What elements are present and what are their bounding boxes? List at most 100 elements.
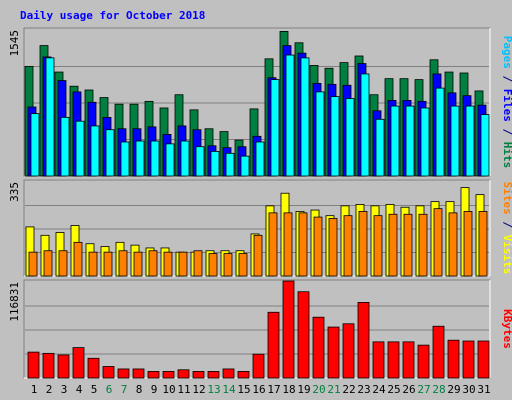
bar-pages-day-3: [60, 117, 70, 177]
x-tick-label: 16: [252, 383, 265, 396]
bar-pages-day-1: [30, 113, 40, 177]
axis-label-part: /: [501, 215, 512, 235]
chart-title: Daily usage for October 2018: [20, 9, 205, 22]
bar-sites-day-16: [253, 234, 263, 277]
bar-pages-day-29: [450, 105, 460, 177]
x-tick-label: 6: [106, 383, 113, 396]
bar-kbytes-day-18: [282, 280, 295, 379]
bar-kbytes-day-12: [192, 371, 205, 379]
chart-panel-2: 335 Sites / Visits: [8, 179, 512, 277]
bar-kbytes-day-3: [57, 354, 70, 379]
bar-kbytes-day-27: [417, 344, 430, 379]
x-tick-label: 14: [222, 383, 236, 396]
x-tick-label: 29: [447, 383, 460, 396]
bar-pages-day-16: [255, 141, 265, 177]
bar-kbytes-day-4: [72, 347, 85, 379]
x-tick-label: 1: [31, 383, 38, 396]
bar-sites-day-4: [73, 241, 83, 277]
axis-label-part: Sites: [501, 182, 512, 215]
x-tick-label: 4: [76, 383, 83, 396]
bar-kbytes-day-19: [297, 291, 310, 379]
bar-kbytes-day-5: [87, 357, 100, 379]
axis-label: KBytes: [501, 309, 512, 349]
bar-kbytes-day-29: [447, 339, 460, 379]
bar-kbytes-day-11: [177, 369, 190, 379]
bar-pages-day-21: [330, 96, 340, 177]
bar-pages-day-2: [45, 57, 55, 177]
x-tick-label: 31: [477, 383, 490, 396]
bar-sites-day-22: [343, 215, 353, 277]
bar-pages-day-25: [390, 105, 400, 177]
bar-sites-day-30: [463, 211, 473, 277]
bar-pages-day-17: [270, 79, 280, 177]
bar-pages-day-10: [165, 143, 175, 177]
x-tick-label: 27: [417, 383, 430, 396]
bar-pages-day-28: [435, 87, 445, 177]
x-tick-label: 2: [46, 383, 53, 396]
x-tick-label: 25: [387, 383, 400, 396]
axis-label-part: /: [501, 69, 512, 89]
axis-label-part: Visits: [501, 235, 512, 275]
bar-sites-day-7: [118, 250, 128, 277]
bar-pages-day-19: [300, 57, 310, 177]
bar-pages-day-9: [150, 140, 160, 177]
x-tick-label: 17: [267, 383, 280, 396]
y-tick-label: 335: [8, 182, 21, 202]
x-tick-label: 28: [432, 383, 445, 396]
bar-sites-day-5: [88, 251, 98, 277]
bar-pages-day-8: [135, 140, 145, 177]
x-tick-label: 11: [177, 383, 190, 396]
axis-label-part: Files: [501, 89, 512, 122]
x-tick-label: 10: [162, 383, 175, 396]
bar-pages-day-15: [240, 155, 250, 177]
bar-sites-day-26: [403, 213, 413, 277]
bar-pages-day-14: [225, 152, 235, 177]
bar-pages-day-18: [285, 54, 295, 177]
x-tick-label: 18: [282, 383, 295, 396]
chart-panel-3: 116831 KBytes: [8, 279, 512, 379]
bar-sites-day-20: [313, 216, 323, 277]
x-tick-label: 8: [136, 383, 143, 396]
bar-kbytes-day-24: [372, 341, 385, 379]
x-tick-label: 24: [372, 383, 386, 396]
bar-pages-day-11: [180, 140, 190, 177]
bar-sites-day-9: [148, 250, 158, 277]
axis-label: Pages / Files / Hits: [501, 36, 512, 169]
bar-pages-day-4: [75, 120, 85, 177]
bar-kbytes-day-21: [327, 326, 340, 379]
bar-sites-day-21: [328, 218, 338, 277]
bar-sites-day-3: [58, 250, 68, 277]
bar-pages-day-6: [105, 129, 115, 177]
bar-sites-day-28: [433, 208, 443, 277]
bar-sites-day-18: [283, 212, 293, 277]
bar-kbytes-day-15: [237, 371, 250, 379]
x-tick-label: 13: [207, 383, 220, 396]
x-tick-label: 21: [327, 383, 340, 396]
bar-pages-day-22: [345, 98, 355, 177]
bar-pages-day-26: [405, 105, 415, 177]
bar-kbytes-day-6: [102, 366, 115, 379]
x-tick-label: 9: [151, 383, 158, 396]
bar-kbytes-day-2: [42, 352, 55, 379]
bar-kbytes-day-20: [312, 316, 325, 379]
x-tick-label: 7: [121, 383, 128, 396]
bar-kbytes-day-1: [27, 351, 40, 379]
bar-sites-day-11: [178, 251, 188, 277]
axis-label-part: KBytes: [501, 309, 512, 349]
bar-pages-day-12: [195, 146, 205, 177]
bar-pages-day-30: [465, 105, 475, 177]
bar-kbytes-day-16: [252, 353, 265, 379]
x-tick-label: 26: [402, 383, 415, 396]
bar-kbytes-day-14: [222, 368, 235, 379]
x-tick-label: 15: [237, 383, 250, 396]
bar-sites-day-23: [358, 211, 368, 277]
bar-pages-day-5: [90, 125, 100, 177]
bar-kbytes-day-30: [462, 340, 475, 379]
bar-sites-day-1: [28, 251, 38, 277]
x-tick-label: 20: [312, 383, 325, 396]
bar-sites-day-13: [208, 253, 218, 277]
bar-sites-day-14: [223, 253, 233, 277]
bar-pages-day-24: [375, 118, 385, 177]
bar-pages-day-31: [480, 114, 490, 177]
